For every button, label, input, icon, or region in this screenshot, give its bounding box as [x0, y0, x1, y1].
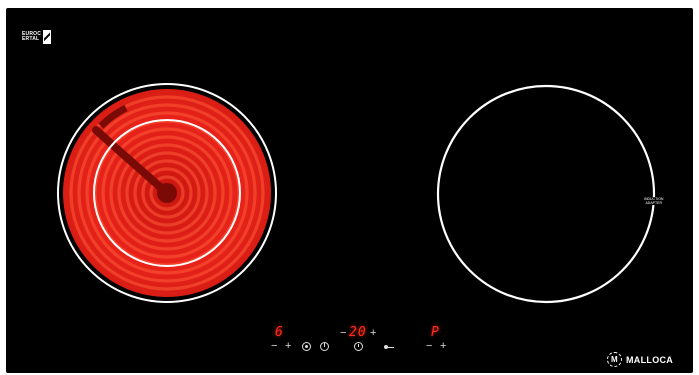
cooktop-panel: EUROC ERTAL [6, 8, 693, 373]
right-plus-button[interactable]: + [440, 340, 447, 352]
cert-line-2: ERTAL [22, 36, 40, 42]
cooking-zones [57, 83, 656, 304]
induction-adapter-label: INDUCTION ADAPTER [643, 197, 665, 205]
certification-logo: EUROC ERTAL [22, 28, 52, 46]
timer-plus-button[interactable]: + [370, 327, 377, 339]
timer-minus-button[interactable]: − [340, 327, 347, 339]
cert-mark-icon [43, 30, 52, 44]
right-induction-zone[interactable] [436, 84, 656, 304]
left-plus-button[interactable]: + [285, 340, 292, 352]
brand-logo: M MALLOCA [607, 352, 673, 367]
left-radiant-zone[interactable] [57, 83, 277, 303]
brand-name: MALLOCA [626, 354, 674, 365]
power-icon[interactable] [320, 342, 329, 351]
brand-m-icon: M [607, 352, 622, 367]
cert-line-1: EUROC [22, 31, 42, 37]
timer-display: 20 [349, 325, 367, 340]
key-icon[interactable] [384, 345, 394, 349]
right-minus-button[interactable]: − [426, 340, 433, 352]
right-zone-display: P [431, 325, 440, 340]
lock-icon[interactable] [302, 342, 311, 351]
left-zone-display: 6 [275, 325, 284, 340]
left-minus-button[interactable]: − [271, 340, 278, 352]
timer-clock-icon[interactable] [354, 342, 363, 351]
